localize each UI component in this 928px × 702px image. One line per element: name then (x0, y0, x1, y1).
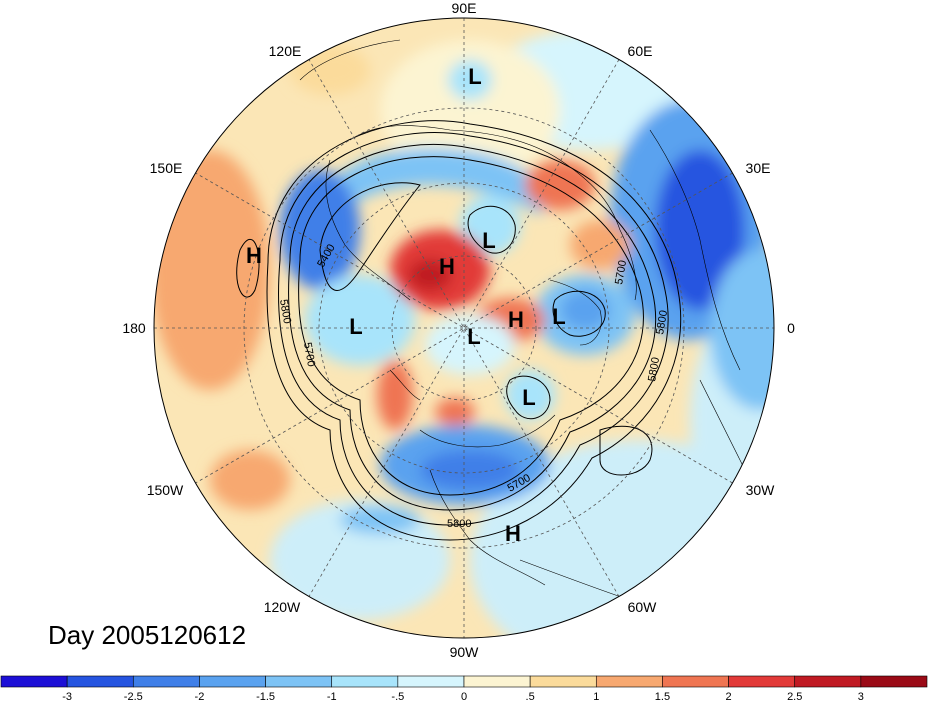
colorbar-tick-label: -1 (327, 691, 337, 702)
colorbar-tick-label: 1 (593, 691, 599, 702)
colorbar-box (132, 675, 200, 688)
colorbar-tick-label: -2 (195, 691, 205, 702)
polar-map: 90E 60E 30E 0 30W 60W 90W 120W 150W 180 … (122, 0, 795, 660)
colorbar-box (397, 675, 465, 688)
colorbar-ticks: -3 -2.5 -2 -1.5 -1 -.5 0 .5 1 1.5 2 2.5 3 (62, 691, 864, 702)
lon-label-30w: 30W (746, 482, 776, 498)
contour-label-5800-atlantic-a: 5800 (654, 309, 670, 335)
anomaly-field (154, 18, 774, 638)
colorbar-tick-label: 2.5 (787, 691, 802, 702)
colorbar-box (595, 675, 663, 688)
colorbar-box (794, 675, 862, 688)
low-label: L (349, 314, 362, 339)
colorbar-box (265, 675, 333, 688)
colorbar-box (662, 675, 729, 688)
map-boundary (153, 17, 775, 639)
lon-label-90w: 90W (450, 644, 480, 660)
lon-label-150w: 150W (147, 482, 184, 498)
colorbar: -3 -2.5 -2 -1.5 -1 -.5 0 .5 1 1.5 2 2.5 3 (0, 675, 928, 702)
contour-labels: 5400 5800 5700 5700 5800 5800 5700 5800 (277, 242, 670, 530)
colorbar-tick-label: 1.5 (655, 691, 670, 702)
colorbar-tick-label: -3 (62, 691, 72, 702)
colorbar-tick-label: -.5 (391, 691, 404, 702)
colorbar-tick-label: 2 (726, 691, 732, 702)
high-label: H (246, 243, 262, 268)
contour-label-5800-america: 5800 (447, 518, 471, 530)
colorbar-box (0, 675, 68, 688)
colorbar-box (331, 675, 399, 688)
lon-label-30e: 30E (746, 160, 771, 176)
low-label: L (482, 228, 495, 253)
contour-label-5700-pacific: 5700 (301, 341, 317, 367)
colorbar-box (860, 675, 928, 688)
colorbar-tick-label: 0 (461, 691, 467, 702)
lon-label-60e: 60E (628, 43, 653, 59)
lon-label-150e: 150E (150, 160, 183, 176)
colorbar-tick-label: -2.5 (124, 691, 143, 702)
graticule (154, 18, 774, 638)
height-contours (236, 120, 682, 541)
contour-label-5700-atlantic: 5700 (613, 259, 629, 285)
lon-label-0: 0 (787, 320, 795, 336)
colorbar-box (463, 675, 531, 688)
colorbar-tick-label: .5 (526, 691, 535, 702)
lon-label-60w: 60W (628, 599, 658, 615)
longitude-labels: 90E 60E 30E 0 30W 60W 90W 120W 150W 180 … (122, 0, 795, 660)
colorbar-box (728, 675, 796, 688)
lon-label-90e: 90E (452, 0, 477, 16)
high-label: H (439, 254, 455, 279)
colorbar-box (66, 675, 134, 688)
colorbar-box (529, 675, 597, 688)
low-label: L (552, 304, 565, 329)
high-label: H (505, 521, 521, 546)
colorbar-tick-label: -1.5 (256, 691, 275, 702)
contour-label-5800-pacific: 5800 (277, 298, 293, 324)
contour-label-5800-atlantic-b: 5800 (646, 356, 662, 382)
lon-label-120e: 120E (269, 43, 302, 59)
low-label: L (522, 385, 535, 410)
colorbar-box (199, 675, 266, 688)
high-label: H (508, 307, 524, 332)
colorbar-tick-label: 3 (858, 691, 864, 702)
day-label: Day 2005120612 (48, 620, 247, 650)
lon-label-180: 180 (122, 320, 146, 336)
low-label: L (468, 64, 481, 89)
lon-label-120w: 120W (264, 599, 301, 615)
pressure-system-labels: L L H H H L L L L H (246, 64, 566, 546)
low-label: L (467, 324, 480, 349)
colorbar-boxes (0, 675, 928, 688)
